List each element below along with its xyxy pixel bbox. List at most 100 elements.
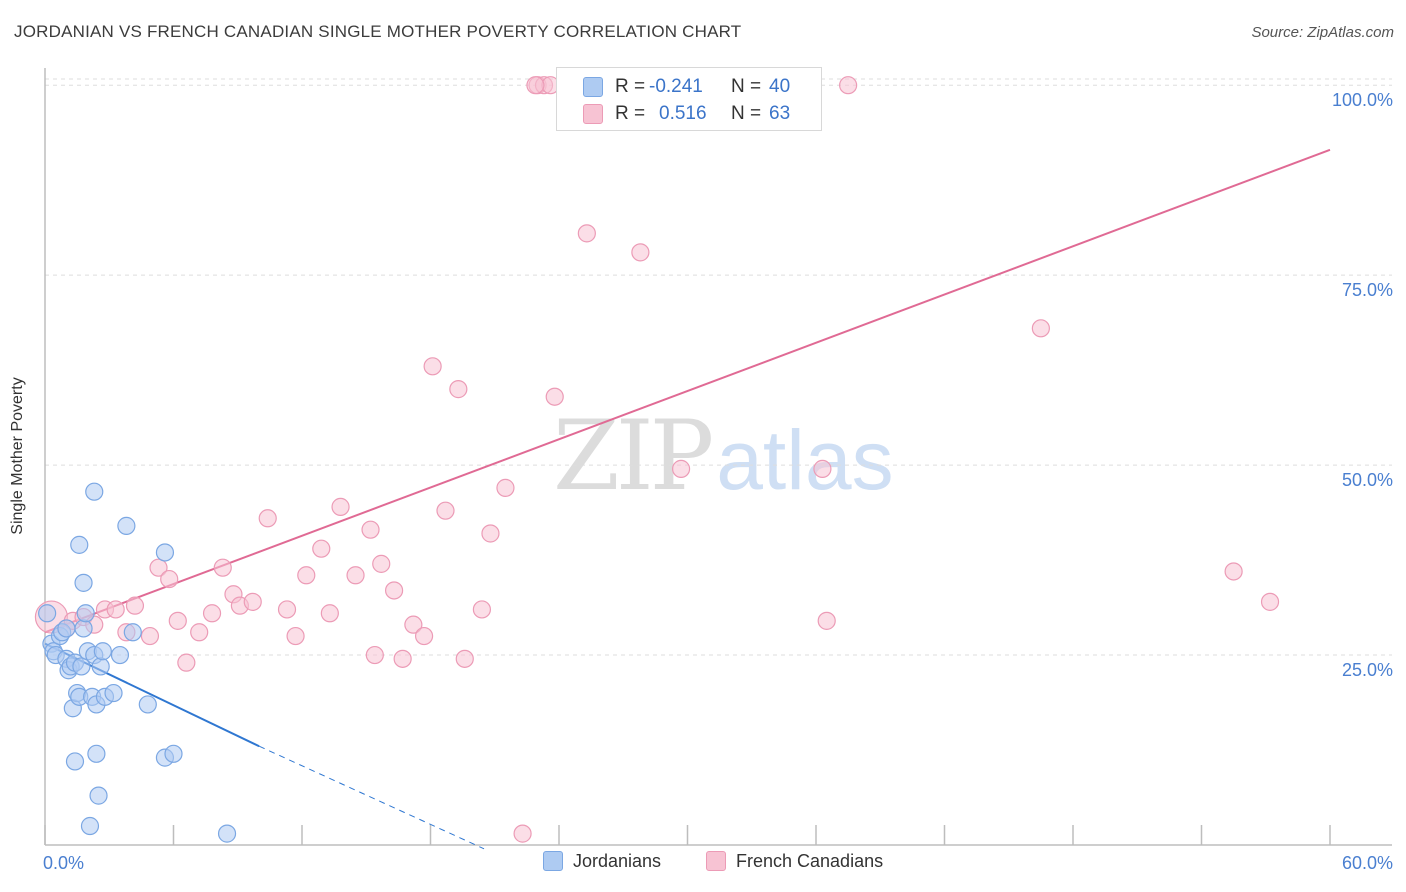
jordanian-point (104, 683, 123, 703)
french-canadian-point (243, 592, 262, 611)
jordanian-point (72, 657, 91, 676)
jordanians-r-value: -0.241 (649, 76, 703, 97)
x-tick-label-min: 0.0% (43, 853, 84, 873)
gridlines (45, 78, 1392, 656)
jordanians-legend-swatch (543, 851, 563, 871)
french-canadian-point (631, 243, 650, 262)
jordanians-legend-label: Jordanians (573, 851, 662, 871)
trend-lines (44, 148, 1331, 850)
legend-item-french-canadians[interactable]: French Canadians (706, 851, 883, 872)
french-canadian-point (346, 566, 365, 585)
correlation-legend: R = -0.241 N = 40 R = 0.516 N = 63 (556, 67, 822, 131)
french-canadian-point (545, 387, 564, 406)
data-points (34, 76, 1280, 843)
jordanian-point (65, 752, 85, 771)
french-canadian-point (393, 649, 412, 668)
jordanian-point (80, 816, 100, 836)
jordanian-point (70, 535, 89, 554)
french-canadian-point (423, 357, 442, 376)
french-canadian-point (449, 380, 468, 399)
french-canadian-point (149, 558, 168, 577)
french-canadian-point (202, 604, 222, 623)
french-canadian-point (496, 478, 515, 497)
jordanian-point (74, 619, 93, 638)
y-tick-label: 75.0% (1342, 280, 1393, 300)
jordanian-point (93, 642, 112, 661)
jordanian-point (57, 619, 76, 638)
jordanian-point (164, 744, 183, 763)
french-canadian-point (140, 626, 160, 646)
n-label: N = (731, 103, 762, 124)
french-canadians-legend-swatch (706, 851, 726, 871)
jordanian-point (91, 657, 110, 676)
jordanians-swatch (583, 77, 603, 97)
jordanian-point (87, 744, 106, 763)
french-canadian-point (365, 645, 384, 665)
jordanian-point (89, 786, 108, 805)
french-canadian-point (297, 566, 316, 585)
jordanian-point (38, 604, 57, 623)
french-canadian-point (125, 596, 145, 615)
french-canadian-point (372, 554, 391, 573)
jordanian-point (74, 573, 93, 592)
french-canadian-point (1031, 319, 1050, 338)
y-tick-label: 100.0% (1332, 90, 1393, 110)
french-canadian-point (106, 600, 125, 619)
r-label: R = (615, 76, 646, 97)
french-canadian-point (213, 558, 232, 577)
legend-item-jordanians[interactable]: Jordanians (543, 851, 661, 872)
y-tick-label: 50.0% (1342, 470, 1393, 490)
french-canadian-point (513, 824, 532, 843)
french-canadians-swatch (583, 104, 603, 124)
n-label: N = (731, 76, 762, 97)
french-canadian-point (404, 615, 423, 634)
r-label: R = (615, 103, 646, 124)
jordanians-trend-extension (258, 745, 485, 850)
jordanian-point (117, 516, 136, 535)
jordanian-point (217, 824, 237, 843)
french-canadian-point (160, 569, 179, 589)
french-canadian-point (813, 459, 832, 478)
french-canadians-r-value: 0.516 (659, 103, 707, 124)
french-canadian-point (436, 501, 455, 520)
jordanian-point (123, 623, 142, 642)
french-canadian-point (414, 626, 434, 646)
french-canadians-n-value: 63 (769, 103, 791, 124)
french-canadian-point (312, 539, 331, 558)
french-canadian-point (472, 600, 491, 619)
french-canadian-point (577, 224, 596, 243)
french-canadian-point (286, 626, 305, 646)
x-tick-label-max: 60.0% (1342, 853, 1393, 873)
french-canadians-trend-line (44, 148, 1331, 634)
jordanians-n-value: 40 (769, 76, 791, 97)
jordanian-point (76, 604, 95, 623)
french-canadian-point (258, 509, 277, 528)
axes (44, 68, 1392, 846)
french-canadian-point (168, 611, 187, 630)
french-canadian-point (1260, 592, 1280, 611)
jordanian-point (138, 695, 157, 714)
chart-title: JORDANIAN VS FRENCH CANADIAN SINGLE MOTH… (14, 22, 742, 41)
french-canadian-point (817, 611, 836, 630)
french-canadian-point (481, 524, 500, 543)
source-credit: Source: ZipAtlas.com (1251, 24, 1394, 41)
french-canadian-point (277, 600, 297, 619)
tick-labels: 25.0% 50.0% 75.0% 100.0% 0.0% 60.0% (43, 90, 1393, 873)
french-canadians-legend-label: French Canadians (736, 851, 884, 871)
french-canadian-point (177, 653, 196, 672)
french-canadian-point (671, 459, 691, 478)
jordanian-point (85, 482, 104, 501)
french-canadian-point (190, 623, 209, 642)
french-canadian-point (320, 604, 339, 623)
french-canadian-point (361, 520, 380, 539)
y-axis-label: Single Mother Poverty (9, 377, 26, 535)
french-canadian-point (1224, 562, 1243, 581)
french-canadian-point (384, 581, 404, 600)
y-tick-label: 25.0% (1342, 660, 1393, 680)
french-canadian-point (331, 497, 350, 516)
french-canadian-point (455, 649, 474, 668)
french-canadian-point (526, 76, 545, 95)
jordanian-point (110, 645, 130, 665)
jordanian-point (155, 543, 175, 562)
